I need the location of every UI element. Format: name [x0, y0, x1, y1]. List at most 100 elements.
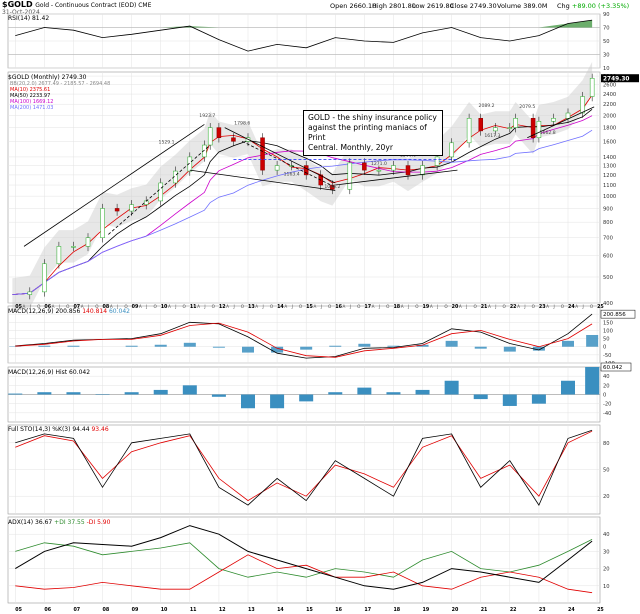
- macd1-hist-bar-2: [67, 345, 80, 347]
- x-month-label-21-2: O: [503, 304, 507, 309]
- legend-ma10: MA(10) 2375.61: [10, 87, 51, 93]
- candle-body-26: [376, 169, 382, 172]
- legend-ma50: MA(50) 2233.97: [10, 93, 51, 99]
- hist-bar-5: [153, 389, 168, 395]
- x-year-label-18: 18: [393, 304, 400, 310]
- x-year-label-22: 22: [510, 304, 517, 310]
- x-month-label-21-0: A: [488, 304, 491, 309]
- candle-body-2: [42, 263, 47, 293]
- candle-body-41: [580, 96, 585, 114]
- x-year-label-20: 20: [452, 304, 459, 310]
- candle-body-32: [466, 118, 472, 144]
- x-month-label-14-0: A: [284, 304, 287, 309]
- adx-line: [15, 525, 593, 590]
- candle-body-14: [207, 127, 213, 146]
- y-tick-label-1-1300: 1300: [603, 164, 616, 170]
- level-label-0: 1923.7: [199, 113, 215, 119]
- y-tick-label-2-100: 100: [603, 328, 613, 334]
- x-month-label-05-2: O: [37, 304, 41, 309]
- x-year-label-06: 06: [44, 304, 51, 310]
- hist-bar-10: [299, 394, 314, 402]
- hist-bar-9: [270, 394, 285, 409]
- candle-body-40: [565, 112, 571, 119]
- y-tick-label-4-20: 20: [603, 494, 610, 500]
- macd1-hist-bar-18: [532, 346, 545, 351]
- x-month-label-12-0: A: [226, 304, 229, 309]
- y-tick-label-3--40: -40: [603, 411, 611, 417]
- x-year-label-25: 25: [597, 304, 604, 310]
- x-month-label-17-1: J: [378, 304, 380, 309]
- hist-bar-2: [66, 392, 81, 395]
- x-month-label-13-1: J: [262, 304, 264, 309]
- x-year-label-13: 13: [248, 304, 255, 310]
- x-month-label-09-2: O: [153, 304, 157, 309]
- level-label-2: 1529.1: [159, 140, 175, 146]
- trendline-neckline: [189, 169, 336, 191]
- sto-label: Full STO(14,3) %K(3) 94.44 93.46: [8, 426, 109, 433]
- bottom-year-label-09: 09: [132, 607, 139, 613]
- candle-body-29: [420, 165, 425, 176]
- y-tick-label-1-1200: 1200: [603, 173, 616, 179]
- x-month-label-05-0: A: [23, 304, 26, 309]
- y-tick-label-1-400: 400: [603, 301, 613, 307]
- candle-body-33: [478, 118, 483, 132]
- adx-plus-di-line: [15, 539, 593, 578]
- hist-value-tag: [600, 362, 632, 372]
- macd1-hist-bar-1: [38, 345, 51, 347]
- hist-bar-14: [415, 389, 430, 395]
- candle-body-21: [303, 165, 309, 176]
- x-month-label-17-0: A: [372, 304, 375, 309]
- x-month-label-08-0: A: [110, 304, 113, 309]
- bottom-year-label-08: 08: [103, 607, 110, 613]
- rsi-line: [15, 19, 593, 52]
- trendline-up-dashed: [108, 144, 211, 235]
- price-legend: BB(20,2.0) 2677.49 - 2185.57 - 2694.48 M…: [10, 81, 110, 111]
- hist-bar-1: [37, 392, 52, 395]
- macd1-hist-bar-8: [242, 346, 254, 353]
- candle-body-28: [405, 165, 411, 176]
- candle-body-34: [493, 127, 498, 132]
- y-tick-label-5-10: 10: [603, 584, 610, 590]
- y-tick-label-0-90: 90: [603, 12, 610, 18]
- candle-body-4: [71, 246, 76, 248]
- bottom-year-label-06: 06: [44, 607, 51, 613]
- price-label: $GOLD (Monthly) 2749.30: [8, 74, 87, 81]
- hist-bar-16: [473, 394, 488, 400]
- candle-body-15: [216, 127, 222, 139]
- x-month-label-18-0: A: [401, 304, 404, 309]
- x-year-label-17: 17: [364, 304, 371, 310]
- candle-body-27: [391, 165, 396, 171]
- macd1-hist-bar-13: [387, 345, 400, 347]
- x-month-label-23-2: O: [561, 304, 565, 309]
- hist-bar-19: [561, 380, 575, 395]
- x-month-label-23-1: J: [552, 304, 554, 309]
- hist-bar-6: [182, 385, 197, 395]
- x-month-label-22-0: A: [517, 304, 520, 309]
- x-month-label-09-1: J: [145, 304, 147, 309]
- bottom-year-label-10: 10: [161, 607, 168, 613]
- macd1-hist-bar-17: [503, 346, 516, 352]
- macd1-hist-bar-6: [183, 342, 196, 347]
- bottom-year-label-12: 12: [219, 607, 226, 613]
- trendline-up-top: [23, 124, 205, 247]
- x-year-label-10: 10: [161, 304, 168, 310]
- legend-ma200: MA(200) 1471.03: [10, 105, 54, 111]
- hist-bar-12: [357, 387, 372, 395]
- level-label-10: 1617.3: [484, 133, 500, 139]
- candle-body-10: [158, 182, 163, 202]
- level-label-6: 1271.0: [371, 161, 387, 167]
- x-month-label-13-0: A: [255, 304, 258, 309]
- macd-value-tag-text: 200.856: [603, 312, 626, 318]
- quote-high: High 2801.80: [372, 2, 416, 10]
- bottom-year-label-21: 21: [481, 607, 488, 613]
- candle-body-8: [129, 204, 134, 212]
- y-tick-label-3--20: -20: [603, 402, 611, 408]
- y-tick-label-0-50: 50: [603, 39, 610, 45]
- bottom-year-label-14: 14: [277, 607, 284, 613]
- candle-body-23: [330, 184, 335, 190]
- y-tick-label-2--50: -50: [603, 353, 611, 359]
- macd1-hist-bar-14: [416, 344, 429, 347]
- bottom-year-label-23: 23: [539, 607, 546, 613]
- hist-bar-3: [95, 394, 110, 395]
